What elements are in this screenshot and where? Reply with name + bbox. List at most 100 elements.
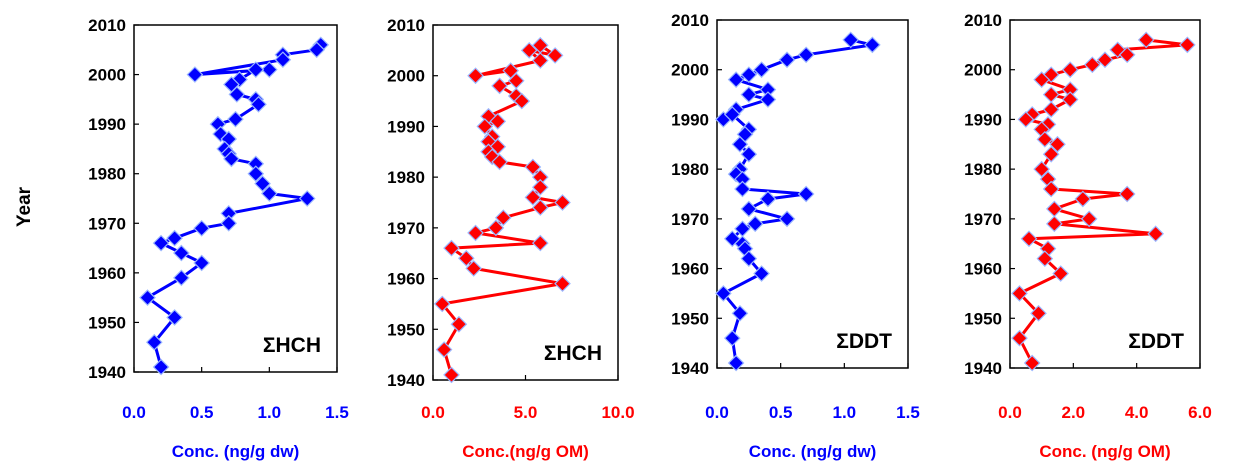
data-point [727,354,745,372]
data-point [778,51,796,69]
data-point [467,67,484,85]
data-point [1137,31,1155,49]
data-point [740,200,758,218]
data-point [247,165,265,183]
chart-panel-3: 1940 1950 1960 1970 1980 1990 2000 2010 0.0 0.5 1.… [671,11,920,461]
y-tick-label: 1940 [671,359,709,378]
data-point [797,185,815,203]
y-tick-label: 2000 [88,66,126,85]
y-tick-label: 2010 [964,11,1002,30]
data-point [139,289,156,306]
y-tick-label: 1980 [387,168,425,187]
data-point [554,275,571,292]
chart-panel-2: 1940 1950 1960 1970 1980 1990 2000 2010 0.0 5.0 10… [387,16,634,461]
data-point [759,91,777,108]
data-point [166,309,183,326]
data-point [731,304,749,322]
data-point [173,269,190,287]
data-point [1045,215,1063,233]
data-point [1083,56,1101,74]
data-point [1017,111,1035,128]
x-tick-label: 0.0 [421,403,445,422]
data-point [1042,145,1060,163]
data-point [250,95,267,113]
chart-panel-1: 1940 1950 1960 1970 1980 1990 2000 2010 0.0 0.5 1.… [88,16,349,461]
data-point [740,86,758,103]
data-point [247,61,265,78]
y-tick-label: 1960 [88,264,126,283]
data-point [1118,185,1136,203]
x-tick-label: 5.0 [514,403,538,422]
x-axis-label: Conc. (ng/g dw) [172,442,299,461]
data-point [152,234,170,252]
data-point [152,358,170,376]
y-tick-label: 1960 [387,270,425,289]
y-tick-label: 1940 [964,359,1002,378]
data-point [186,66,204,83]
y-axis-label: Year [14,186,35,227]
data-point [723,106,741,123]
data-point [227,110,244,128]
data-point [228,86,246,103]
data-point [554,194,571,211]
data-point [1049,135,1066,153]
data-point [1036,250,1054,267]
data-point [531,178,549,196]
plot-frame [133,24,338,373]
x-tick-label: 1.5 [896,403,920,422]
x-tick-label: 2.0 [1062,403,1086,422]
data-point [450,315,468,333]
data-point [260,185,278,202]
y-tick-label: 1950 [88,313,126,332]
chart-panel-4: 1940 1950 1960 1970 1980 1990 2000 2010 0.0 2.0 4.… [964,11,1212,461]
y-tick-label: 1950 [387,320,425,339]
data-point [1118,46,1136,64]
data-point [731,135,749,153]
data-point [1042,180,1060,198]
data-point [546,47,564,64]
data-point [723,329,741,347]
data-point [193,254,211,272]
data-point [1147,225,1165,243]
data-point [433,295,451,313]
y-tick-label: 2000 [387,67,425,86]
y-tick-label: 1980 [88,165,126,184]
y-tick-label: 1950 [671,309,709,328]
data-point [524,189,542,206]
y-tick-label: 1980 [671,160,709,179]
panel-annotation: ΣHCH [544,342,602,365]
x-tick-label: 0.0 [705,403,729,422]
y-tick-label: 2010 [387,16,425,35]
x-tick-label: 10.0 [601,403,634,422]
data-point [491,153,508,171]
y-tick-label: 1970 [671,210,709,229]
x-tick-label: 1.0 [258,403,282,422]
y-tick-label: 1940 [387,371,425,390]
panel-annotation: ΣDDT [836,330,892,353]
data-point [1042,101,1060,118]
data-point [1178,36,1196,54]
x-tick-label: 1.0 [833,403,857,422]
data-point [1023,354,1041,372]
y-tick-label: 1990 [964,110,1002,129]
y-tick-label: 1940 [88,363,126,382]
data-point [1011,285,1028,302]
data-point [753,265,770,282]
data-point [1045,200,1063,218]
data-point [443,239,460,257]
data-point [223,150,240,168]
data-point [778,210,796,228]
y-tick-label: 2010 [88,16,126,35]
data-point [1080,210,1098,228]
data-point [166,229,183,247]
data-point [1074,190,1092,208]
y-tick-label: 1960 [671,260,709,279]
data-point [531,52,549,69]
y-tick-label: 2000 [671,61,709,80]
data-point [308,41,326,59]
data-point [193,219,211,237]
plot-frame [716,19,909,369]
data-point [489,113,507,130]
data-point [1052,265,1070,282]
data-point [435,341,453,358]
